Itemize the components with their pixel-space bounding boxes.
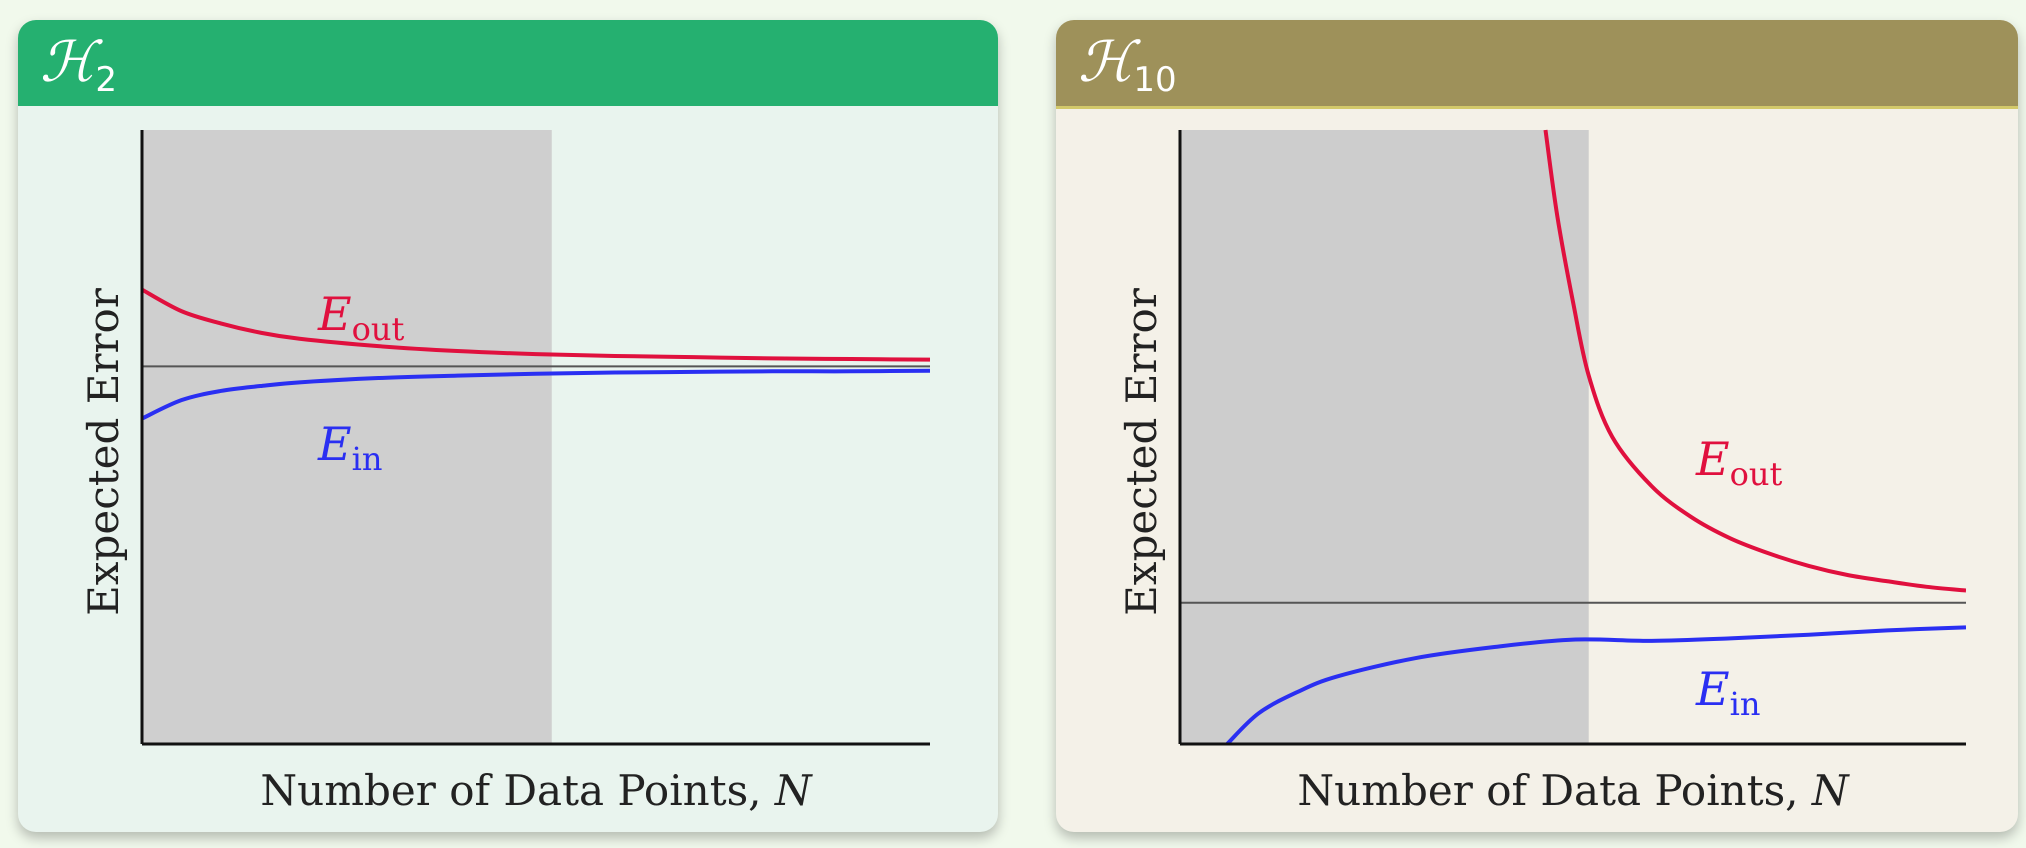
series-line-in [142,368,930,421]
series-line-out [142,287,930,362]
x-axis-label: Number of Data Points, N [1297,766,1849,815]
title-main: ℋ [1078,30,1134,95]
title-sub: 10 [1133,60,1177,100]
series-line-in [1225,625,1966,744]
x-axis-label: Number of Data Points, N [260,766,812,815]
shaded-region [1180,130,1589,744]
title-main: ℋ [40,30,96,95]
panel-h2: ℋ2 Expected Error Number of Data Points, … [18,20,998,832]
y-axis-label: Expected Error [79,287,128,616]
panel-header: ℋ2 [18,20,998,106]
y-axis-label: Expected Error [1117,287,1166,616]
panel-title: ℋ10 [1078,28,1177,115]
series-line-out [1543,129,1966,593]
series-label-in: Ein [1695,662,1760,723]
chart-h2: Expected Error Number of Data Points, N Eo… [79,130,930,815]
panel-header: ℋ10 [1056,20,2018,109]
title-sub: 2 [95,60,117,100]
series-label-out: Eout [1695,432,1782,493]
panel-h10: ℋ10 Expected Error Number of Data Points,… [1056,20,2018,832]
panel-title: ℋ2 [40,28,117,115]
chart-h10: Expected Error Number of Data Points, N Eo… [1117,129,1966,815]
series-label-out: Eout [317,287,404,348]
shaded-region [142,130,552,744]
series-label-in: Ein [317,417,382,478]
